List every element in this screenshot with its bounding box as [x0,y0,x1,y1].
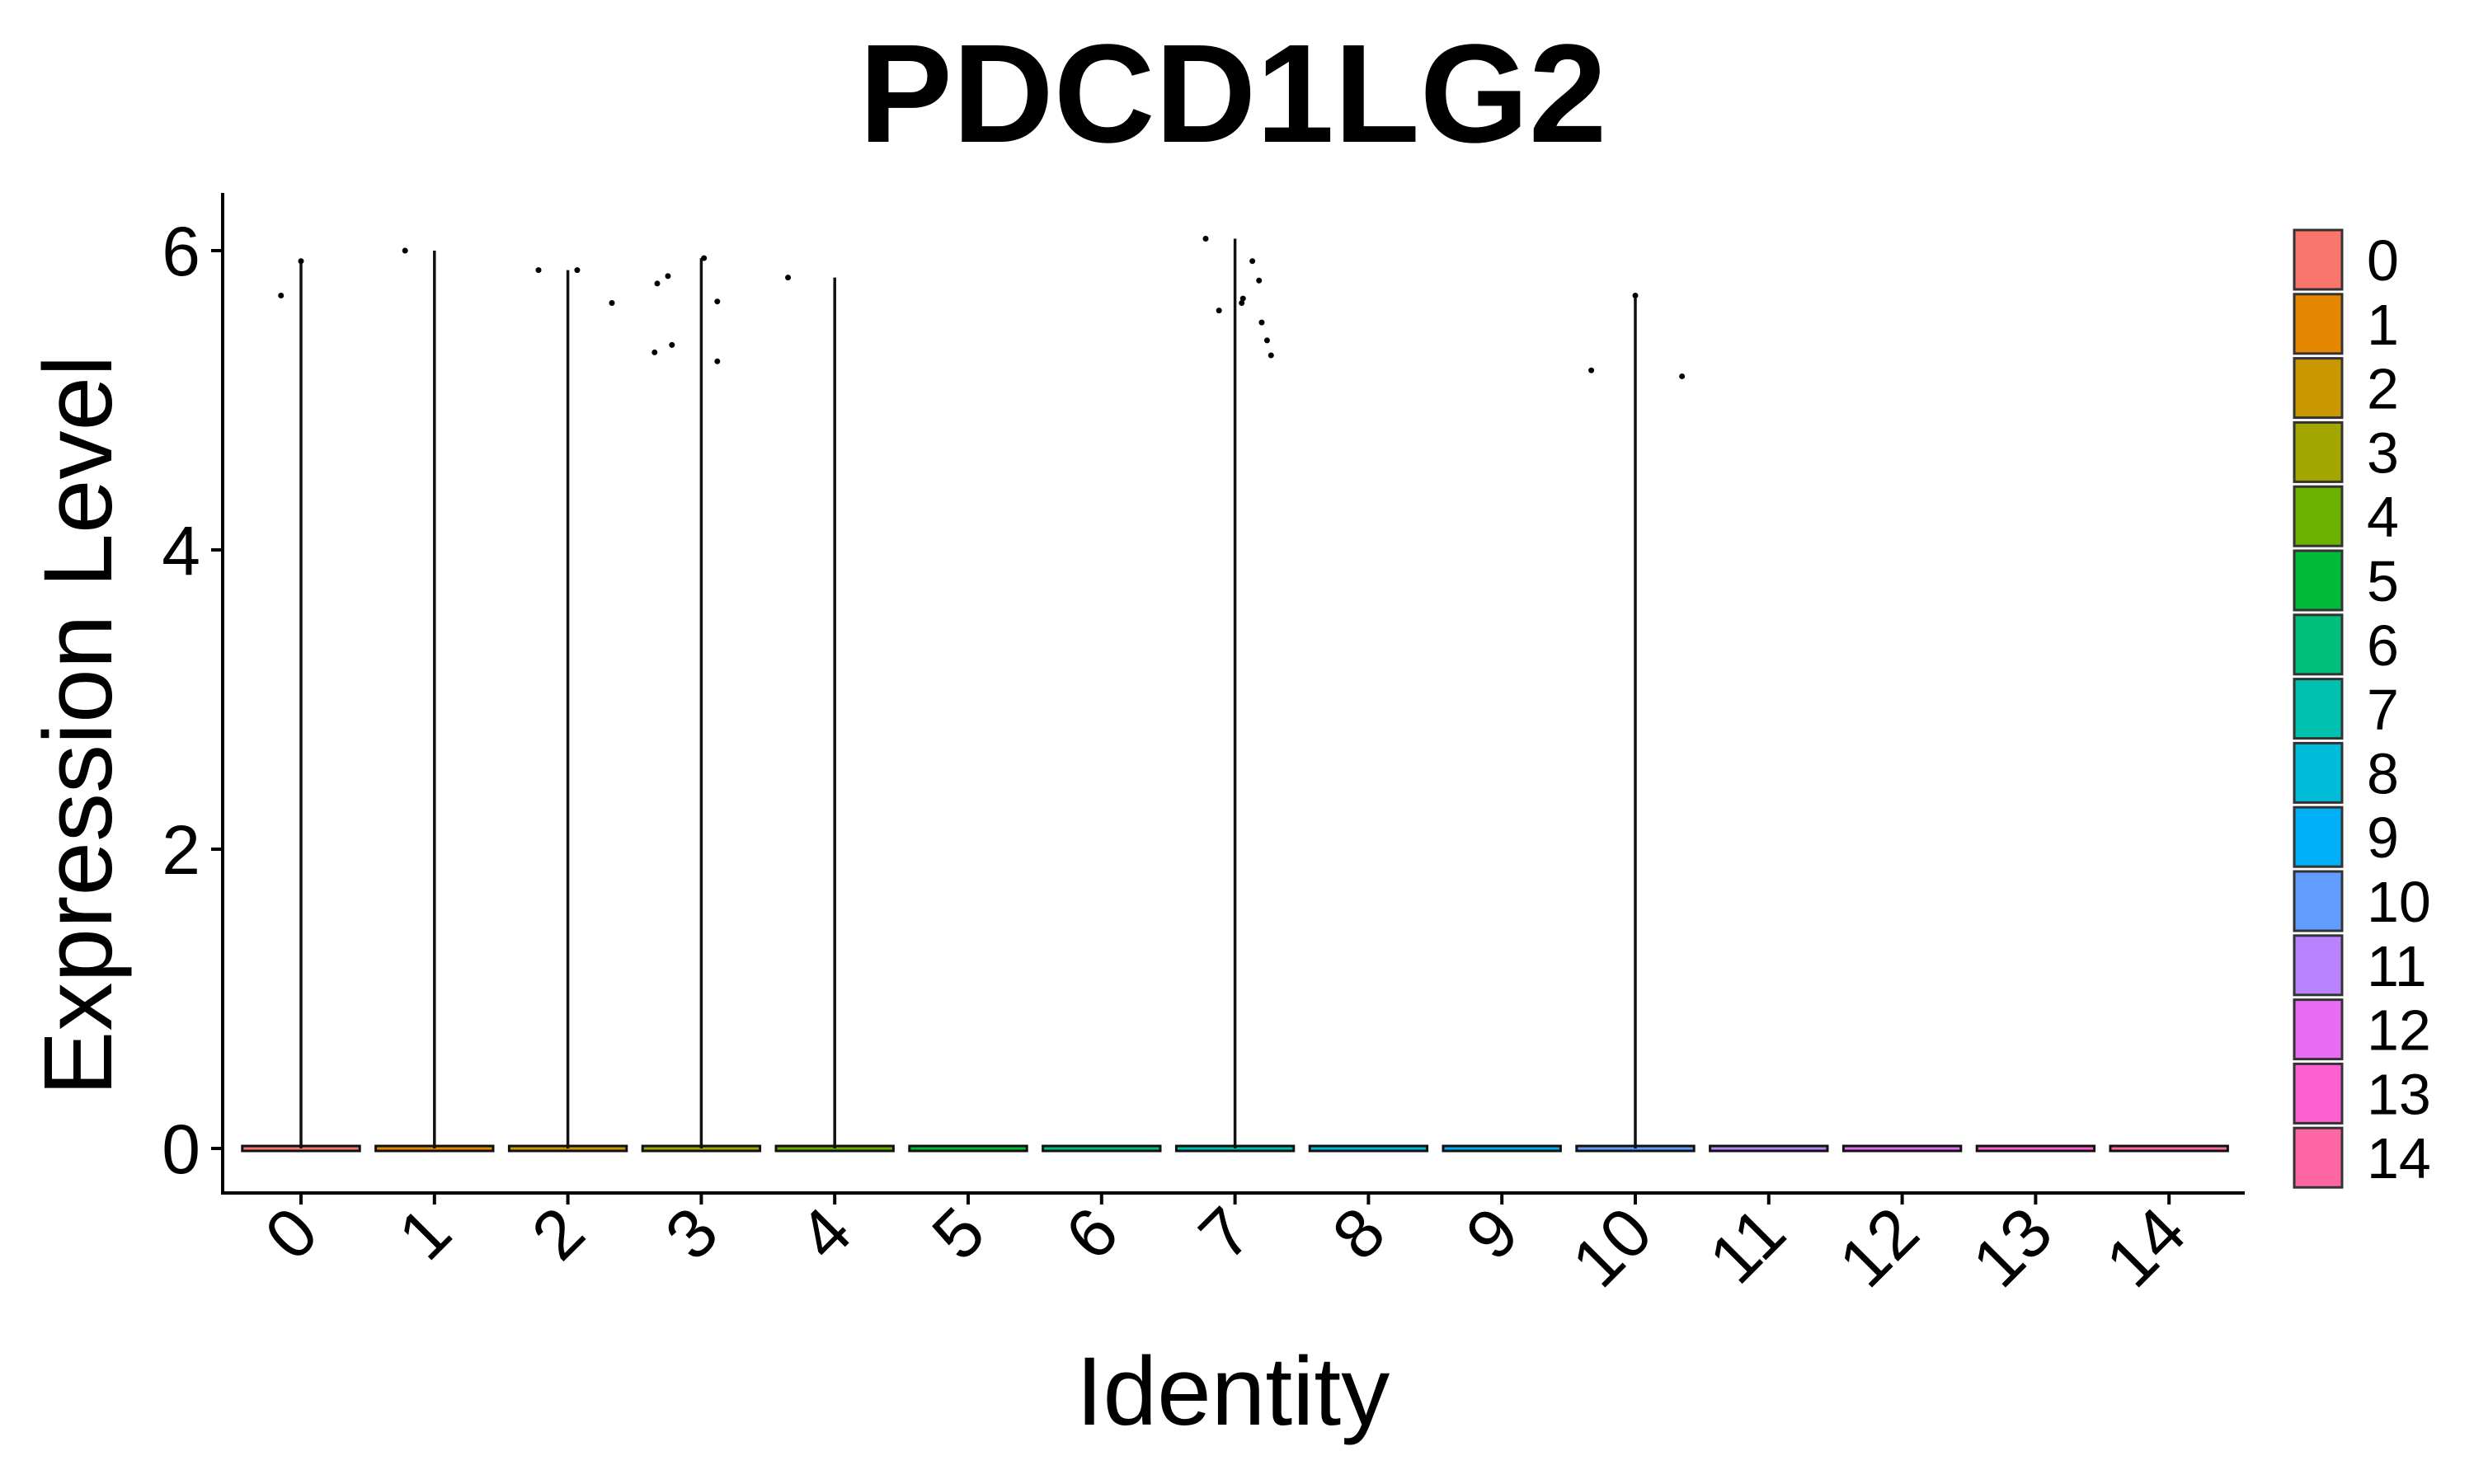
x-axis-title: Identity [1076,1337,1390,1446]
legend-key-12 [2293,998,2344,1061]
data-point [669,341,675,348]
data-point [1263,337,1270,344]
data-point [1239,295,1246,302]
data-point [402,247,408,254]
legend-label: 13 [2367,1062,2431,1126]
data-point [1249,258,1256,265]
legend-label: 5 [2367,549,2399,613]
legend-key-5 [2293,549,2344,612]
y-tick-label: 4 [162,512,200,589]
y-axis-title: Expression Level [24,355,133,1097]
x-tick-label: 11 [1694,1192,1799,1298]
data-point [1679,373,1686,379]
data-point [714,298,721,305]
legend-label: 4 [2367,485,2399,549]
violin-8 [1308,1144,1429,1153]
legend-label: 10 [2367,870,2431,934]
legend-label: 8 [2367,741,2399,805]
legend-key-9 [2293,805,2344,868]
legend-key-14 [2293,1126,2344,1189]
plot-area [241,235,2229,1153]
data-point [1632,292,1639,298]
data-point [1268,352,1274,359]
x-tick-label: 4 [783,1192,866,1275]
legend-label: 9 [2367,805,2399,870]
legend-label: 12 [2367,998,2431,1063]
legend-key-2 [2293,357,2344,420]
violin-11 [1709,1144,1829,1153]
data-point [1202,235,1209,242]
data-point [785,275,792,281]
data-point [1216,308,1222,314]
x-tick-label: 0 [250,1192,332,1275]
legend-key-1 [2293,293,2344,355]
x-tick-label: 14 [2091,1192,2200,1302]
legend-key-8 [2293,741,2344,804]
x-tick-label: 12 [1824,1192,1934,1302]
x-tick-label: 9 [1451,1192,1533,1275]
violin-9 [1442,1144,1562,1153]
legend-label: 7 [2367,678,2399,742]
x-tick-label: 7 [1184,1192,1267,1275]
data-point [298,258,304,265]
x-tick-label: 1 [383,1192,466,1275]
data-point [535,267,542,274]
legend-key-11 [2293,934,2344,997]
legend-key-7 [2293,678,2344,740]
x-tick-label: 10 [1557,1192,1667,1302]
violin-5 [908,1144,1028,1153]
y-tick-label: 0 [162,1111,200,1188]
x-tick-label: 6 [1051,1192,1133,1275]
chart-title: PDCD1LG2 [859,16,1607,172]
y-tick-label: 6 [162,213,200,290]
data-point [1256,277,1263,284]
violin-12 [1841,1144,1963,1153]
data-point [651,349,658,355]
data-point [714,358,721,364]
x-tick-label: 3 [651,1192,733,1275]
legend-label: 6 [2367,613,2399,678]
violin-6 [1042,1144,1162,1153]
legend-key-3 [2293,420,2344,483]
data-point [278,292,285,298]
legend-label: 11 [2367,934,2427,998]
legend-key-10 [2293,870,2344,932]
y-axis-ticks: 0 2 4 6 [162,213,223,1188]
legend-key-6 [2293,613,2344,676]
x-tick-label: 5 [917,1192,999,1275]
data-point [1588,367,1595,373]
x-tick-label: 2 [517,1192,600,1275]
violin-14 [2109,1144,2229,1153]
data-point [654,280,661,287]
violin-13 [1975,1144,2096,1153]
data-point [574,267,581,274]
data-point [665,273,671,279]
legend-label: 14 [2367,1126,2431,1190]
data-point [1258,319,1265,326]
data-point [701,255,708,261]
x-axis-ticks: 0 1 2 3 4 5 6 7 8 9 10 11 12 13 14 [250,1192,2200,1302]
legend-label: 2 [2367,357,2399,421]
data-point [609,300,615,307]
legend-key-4 [2293,485,2344,547]
legend-label: 1 [2367,293,2399,357]
data-point [1239,300,1245,307]
legend-key-0 [2293,228,2344,291]
legend-key-13 [2293,1062,2344,1125]
y-tick-label: 2 [162,811,200,889]
x-tick-label: 8 [1318,1192,1400,1275]
legend-label: 3 [2367,420,2399,485]
x-tick-label: 13 [1958,1192,2067,1302]
legend-label: 0 [2367,228,2399,293]
